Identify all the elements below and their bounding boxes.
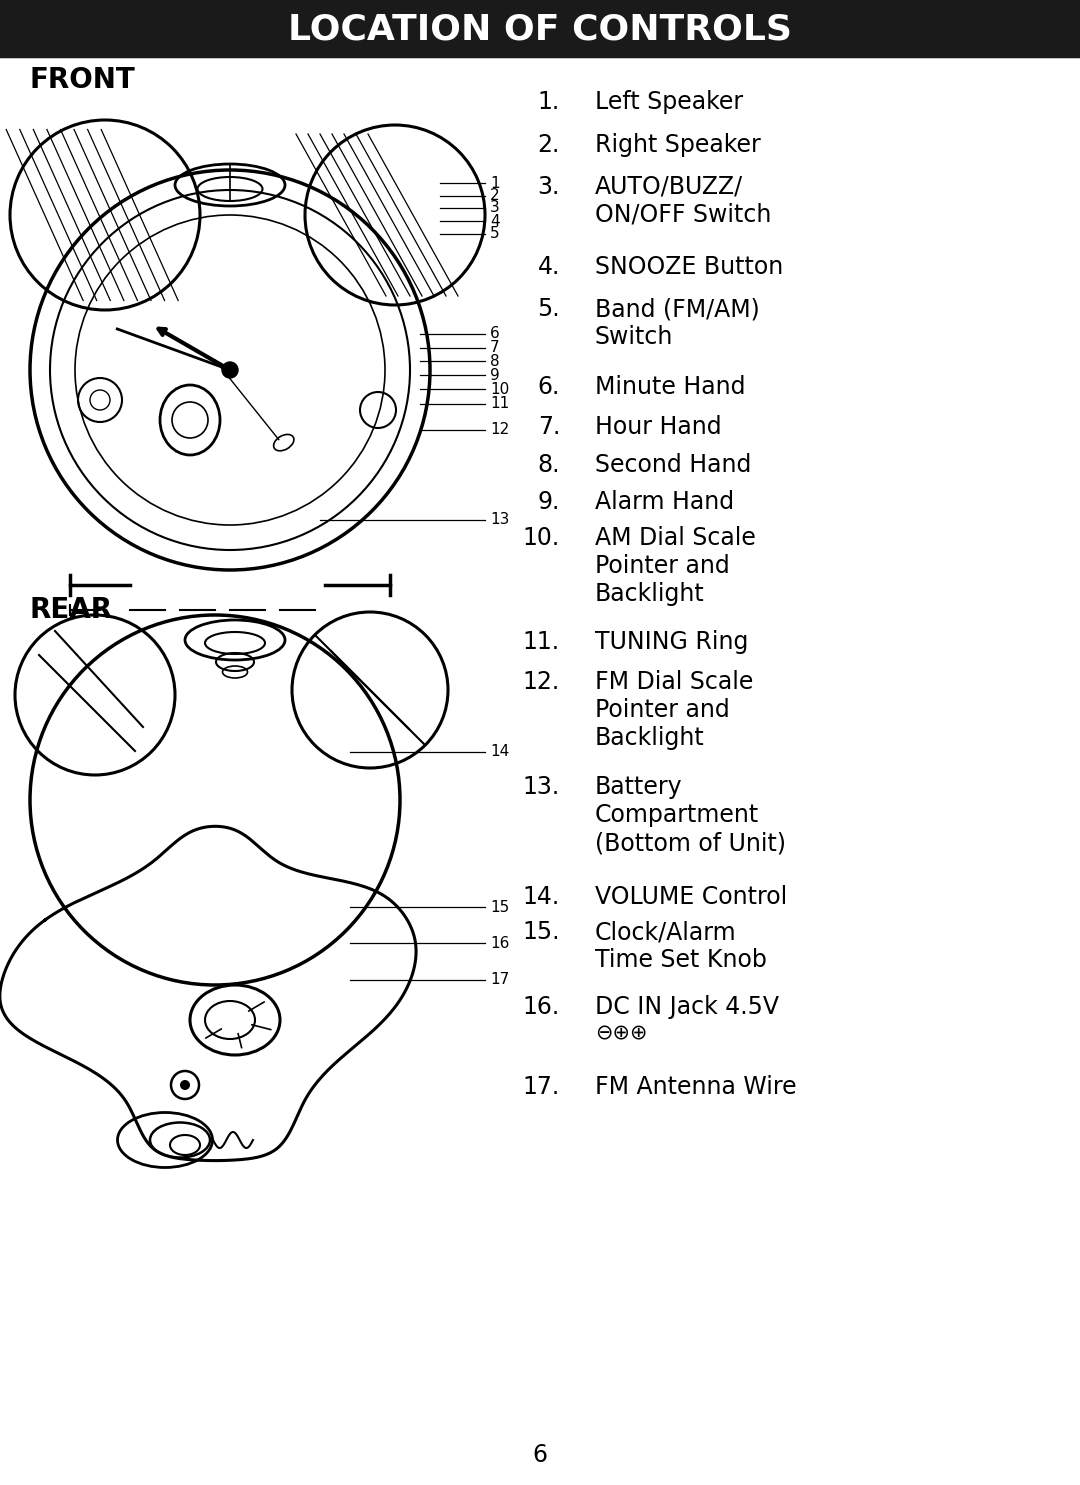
Text: FRONT: FRONT bbox=[30, 65, 136, 94]
Text: 17.: 17. bbox=[523, 1075, 561, 1099]
Text: Alarm Hand: Alarm Hand bbox=[595, 490, 734, 514]
Text: REAR: REAR bbox=[30, 595, 113, 624]
Bar bbox=[0, 0, 1080, 58]
Text: 15.: 15. bbox=[523, 921, 561, 944]
Text: 2: 2 bbox=[490, 189, 500, 203]
Text: Switch: Switch bbox=[595, 325, 673, 349]
Text: 4: 4 bbox=[490, 214, 500, 229]
Text: 12: 12 bbox=[490, 423, 510, 438]
Text: 16.: 16. bbox=[523, 995, 561, 1019]
Text: 1: 1 bbox=[490, 175, 500, 190]
Text: 10: 10 bbox=[490, 382, 510, 396]
Text: Pointer and: Pointer and bbox=[595, 554, 730, 578]
Text: Right Speaker: Right Speaker bbox=[595, 134, 760, 157]
Text: 4.: 4. bbox=[538, 255, 561, 279]
Text: 13: 13 bbox=[490, 512, 510, 527]
Text: 7: 7 bbox=[490, 340, 500, 355]
Text: Second Hand: Second Hand bbox=[595, 453, 752, 477]
Text: Clock/Alarm: Clock/Alarm bbox=[595, 921, 737, 944]
Circle shape bbox=[222, 362, 238, 379]
Text: DC IN Jack 4.5V: DC IN Jack 4.5V bbox=[595, 995, 779, 1019]
Text: 11: 11 bbox=[490, 396, 510, 411]
Text: 1.: 1. bbox=[538, 91, 561, 114]
Text: Band (FM/AM): Band (FM/AM) bbox=[595, 297, 759, 321]
Text: 7.: 7. bbox=[538, 414, 561, 440]
Text: Minute Hand: Minute Hand bbox=[595, 376, 745, 399]
Text: ON/OFF Switch: ON/OFF Switch bbox=[595, 203, 771, 227]
Text: 10.: 10. bbox=[523, 526, 561, 549]
Text: FM Antenna Wire: FM Antenna Wire bbox=[595, 1075, 797, 1099]
Text: TUNING Ring: TUNING Ring bbox=[595, 630, 748, 653]
Text: 6: 6 bbox=[490, 327, 500, 342]
Text: Left Speaker: Left Speaker bbox=[595, 91, 743, 114]
Text: LOCATION OF CONTROLS: LOCATION OF CONTROLS bbox=[288, 12, 792, 46]
Text: 8: 8 bbox=[490, 353, 500, 368]
Text: 3: 3 bbox=[490, 200, 500, 215]
Text: Compartment: Compartment bbox=[595, 803, 759, 827]
Text: VOLUME Control: VOLUME Control bbox=[595, 885, 787, 909]
Text: (Bottom of Unit): (Bottom of Unit) bbox=[595, 832, 786, 855]
Text: AM Dial Scale: AM Dial Scale bbox=[595, 526, 756, 549]
Text: SNOOZE Button: SNOOZE Button bbox=[595, 255, 783, 279]
Text: 9.: 9. bbox=[538, 490, 561, 514]
Text: 12.: 12. bbox=[523, 670, 561, 693]
Text: 11.: 11. bbox=[523, 630, 561, 653]
Circle shape bbox=[180, 1080, 190, 1090]
Text: 2.: 2. bbox=[538, 134, 561, 157]
Text: Time Set Knob: Time Set Knob bbox=[595, 947, 767, 973]
Text: Backlight: Backlight bbox=[595, 582, 705, 606]
Text: 8.: 8. bbox=[538, 453, 561, 477]
Text: 6.: 6. bbox=[538, 376, 561, 399]
Text: 13.: 13. bbox=[523, 775, 561, 799]
Text: 17: 17 bbox=[490, 973, 510, 988]
Text: 16: 16 bbox=[490, 936, 510, 950]
Text: 5: 5 bbox=[490, 227, 500, 242]
Text: Hour Hand: Hour Hand bbox=[595, 414, 721, 440]
Text: 3.: 3. bbox=[538, 175, 561, 199]
Text: 14: 14 bbox=[490, 744, 510, 759]
Text: 9: 9 bbox=[490, 367, 500, 383]
Text: 15: 15 bbox=[490, 900, 510, 915]
Text: Battery: Battery bbox=[595, 775, 683, 799]
Text: ⊖⊕⊕: ⊖⊕⊕ bbox=[595, 1023, 648, 1042]
Text: Pointer and: Pointer and bbox=[595, 698, 730, 722]
Text: 5.: 5. bbox=[538, 297, 561, 321]
Text: Backlight: Backlight bbox=[595, 726, 705, 750]
Text: 6: 6 bbox=[532, 1443, 548, 1467]
Text: AUTO/BUZZ/: AUTO/BUZZ/ bbox=[595, 175, 743, 199]
Text: FM Dial Scale: FM Dial Scale bbox=[595, 670, 754, 693]
Text: 14.: 14. bbox=[523, 885, 561, 909]
